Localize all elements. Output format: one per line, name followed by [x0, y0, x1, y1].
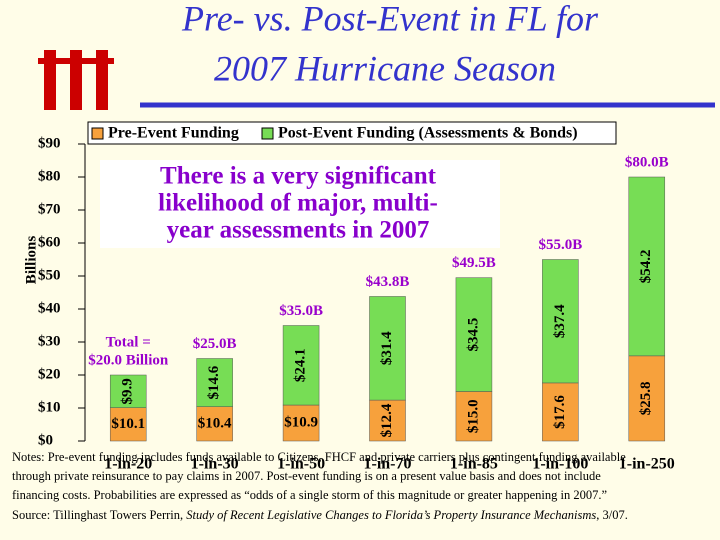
bar-segment [196, 406, 233, 442]
total-label: $35.0B [279, 303, 323, 319]
bar-segment [542, 259, 579, 384]
bar-segment [542, 382, 579, 442]
note-line: Notes: Pre-event funding includes funds … [12, 450, 626, 464]
data-label: $54.2 [638, 250, 654, 284]
callout-box [100, 160, 500, 248]
x-tick-label: 1-in-70 [364, 456, 412, 473]
legend-swatch [261, 127, 274, 140]
legend [87, 121, 617, 145]
bar-segment [455, 277, 493, 392]
note-line: financing costs. Probabilities are expre… [12, 488, 607, 502]
y-tick-label: $70 [38, 201, 61, 217]
bar-segment [455, 391, 493, 442]
y-tick-label: $30 [38, 333, 61, 349]
data-label: $10.4 [198, 415, 232, 431]
y-tick-label: $90 [38, 135, 61, 151]
y-tick-label: $20 [38, 366, 61, 382]
bar-segment [369, 399, 406, 442]
note-line: through private reinsurance to pay claim… [12, 469, 601, 483]
y-tick-label: $0 [38, 432, 53, 448]
total-label: $55.0B [538, 237, 582, 253]
total-label: $43.8B [366, 274, 410, 290]
data-label: $31.4 [379, 331, 395, 365]
title-line: 2007 Hurricane Season [214, 48, 556, 88]
title-line: Pre- vs. Post-Event in FL for [181, 0, 599, 38]
legend-label: Pre-Event Funding [108, 125, 239, 142]
legend-label: Post-Event Funding (Assessments & Bonds) [278, 125, 578, 142]
bar-segment [196, 358, 233, 407]
bar-segment [109, 407, 147, 442]
bar-segment [628, 176, 666, 357]
x-tick-label: 1-in-50 [277, 456, 325, 473]
total-label: $49.5B [452, 255, 496, 271]
data-label: $34.5 [465, 318, 481, 352]
data-label: $24.1 [293, 348, 309, 382]
source-part: Study of Recent Legislative Changes to F… [186, 508, 596, 522]
total-label: $20.0 Billion [88, 352, 169, 368]
data-label: $37.4 [552, 304, 568, 338]
x-tick-label: 1-in-20 [104, 456, 152, 473]
bar-segment [282, 325, 320, 406]
y-tick-label: $60 [38, 234, 61, 250]
x-tick-label: 1-in-30 [191, 456, 239, 473]
y-axis-label: Billions [23, 236, 39, 285]
data-label: $10.9 [284, 414, 318, 430]
bar-segment [369, 296, 406, 401]
data-label: $9.9 [120, 378, 136, 404]
x-tick-label: 1-in-100 [532, 456, 588, 473]
callout-line: likelihood of major, multi- [158, 190, 438, 217]
data-label: $14.6 [206, 365, 222, 399]
y-tick-label: $80 [38, 168, 61, 184]
y-tick-label: $50 [38, 267, 61, 283]
y-tick-label: $10 [38, 399, 61, 415]
source-part: Source: Tillinghast Towers Perrin, [12, 508, 186, 522]
data-label: $15.0 [465, 399, 481, 433]
callout-line: There is a very significant [160, 163, 437, 190]
total-label: Total = [106, 334, 151, 350]
bar-segment [109, 374, 147, 408]
data-label: $10.1 [111, 416, 145, 432]
legend-swatch [91, 127, 104, 140]
bar-segment [628, 355, 666, 442]
x-tick-label: 1-in-85 [450, 456, 498, 473]
bar-segment [282, 404, 320, 442]
total-label: $25.0B [193, 336, 237, 352]
callout-line: year assessments in 2007 [167, 217, 430, 244]
data-label: $12.4 [379, 403, 395, 437]
data-label: $17.6 [552, 395, 568, 429]
logo [38, 50, 114, 110]
data-label: $25.8 [638, 382, 654, 416]
y-tick-label: $40 [38, 300, 61, 316]
x-tick-label: 1-in-250 [619, 456, 675, 473]
source-part: , 3/07. [596, 508, 628, 522]
total-label: $80.0B [625, 154, 669, 170]
source: Source: Tillinghast Towers Perrin, Study… [12, 508, 628, 522]
